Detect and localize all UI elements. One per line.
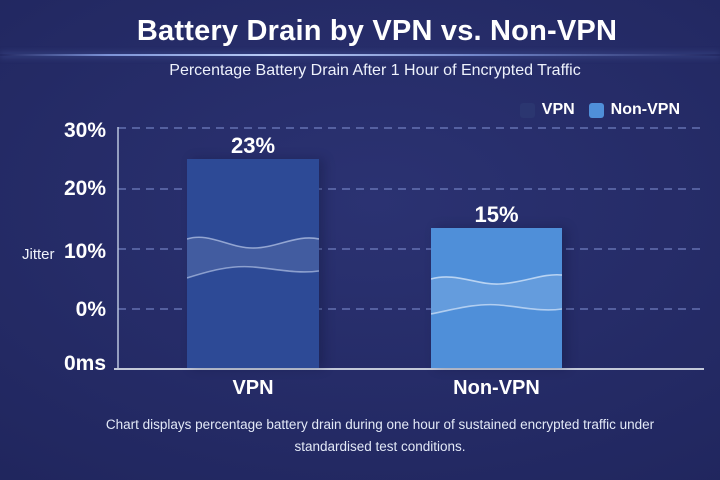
y-axis-title: Jitter bbox=[22, 246, 55, 263]
bar-nonvpn bbox=[431, 228, 562, 368]
ytick-0pct: 0% bbox=[75, 298, 106, 321]
bar-value-vpn: 23% bbox=[230, 133, 276, 158]
ytick-10pct: 10% bbox=[63, 240, 106, 263]
legend-item-vpn: VPN bbox=[519, 101, 575, 119]
title-divider bbox=[0, 54, 720, 56]
xlabel-nonvpn: Non-VPN bbox=[453, 377, 540, 399]
bar-value-nonvpn: 15% bbox=[474, 202, 519, 227]
ytick-0ms: 0ms bbox=[63, 352, 106, 375]
footer-note: Chart displays percentage battery drain … bbox=[20, 414, 720, 457]
wave-overlay-vpn bbox=[187, 236, 319, 279]
legend-item-nonvpn: Non-VPN bbox=[588, 101, 680, 119]
chart-subtitle: Percentage Battery Drain After 1 Hour of… bbox=[169, 62, 581, 79]
x-axis-line bbox=[114, 368, 704, 370]
ytick-30pct: 30% bbox=[63, 119, 106, 142]
gridline-0pct bbox=[118, 308, 703, 310]
ytick-20pct: 20% bbox=[63, 177, 106, 200]
wave-overlay-nonvpn bbox=[431, 273, 562, 315]
legend-label-nonvpn: Non-VPN bbox=[610, 101, 680, 118]
chart-title: Battery Drain by VPN vs. Non-VPN bbox=[136, 15, 618, 47]
footer-note-line2: standardised test conditions. bbox=[294, 438, 466, 454]
gridline-20pct bbox=[118, 188, 703, 190]
bar-vpn bbox=[187, 159, 319, 368]
legend-swatch-vpn bbox=[519, 102, 535, 118]
footer-note-line1: Chart displays percentage battery drain … bbox=[105, 417, 655, 432]
gridline-10pct bbox=[118, 248, 703, 250]
legend: VPN Non-VPN bbox=[519, 101, 680, 119]
xlabel-vpn: VPN bbox=[232, 377, 274, 399]
gridline-30pct bbox=[118, 127, 703, 129]
legend-label-vpn: VPN bbox=[541, 101, 575, 118]
legend-swatch-nonvpn bbox=[588, 102, 604, 118]
y-axis-line bbox=[117, 127, 119, 370]
